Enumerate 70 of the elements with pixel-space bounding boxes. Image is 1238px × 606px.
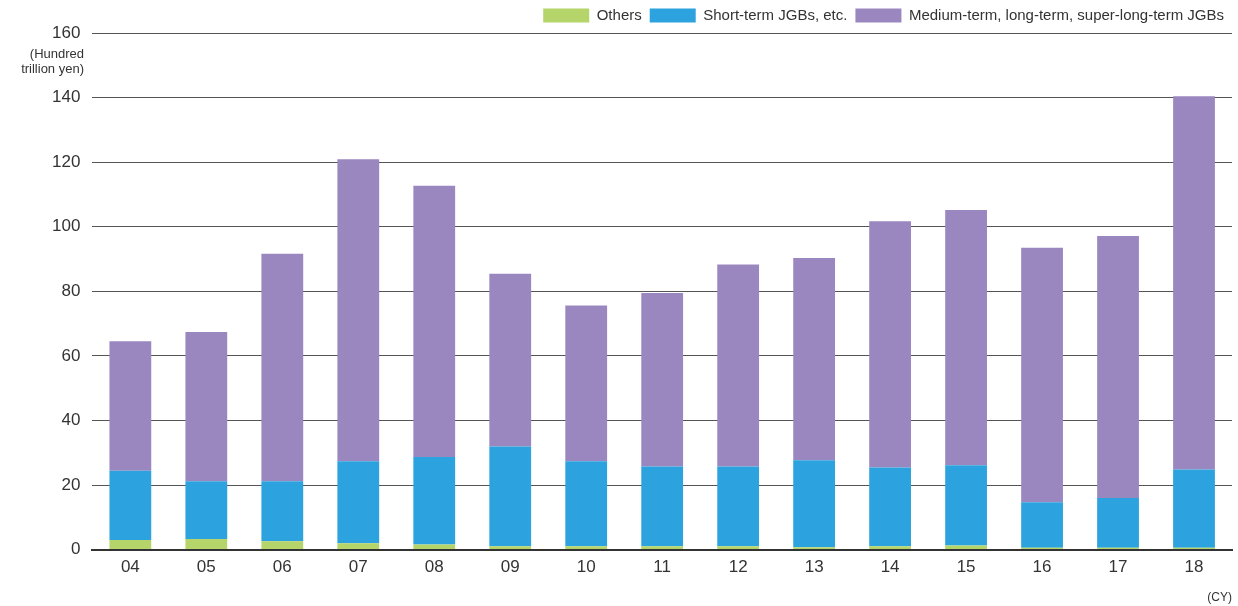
bar [185,538,228,550]
bar [109,470,152,540]
bar [1173,96,1215,470]
x-tick-label: 07 [348,557,368,577]
bar [489,446,532,547]
bar [489,273,532,447]
bar [565,461,608,547]
bar [1021,502,1063,548]
bar [413,185,456,457]
y-tick-label: 60 [61,345,81,365]
x-tick-label: 18 [1184,557,1204,577]
x-tick-label: 08 [424,557,444,577]
bar [945,465,987,546]
y-tick-label: 100 [51,216,81,236]
bar [1173,469,1215,548]
y-tick-label: 20 [61,474,81,494]
x-tick-label: 04 [120,557,140,577]
y-tick-label: 40 [61,410,81,430]
bar [565,546,608,550]
x-tick-label: 09 [500,557,520,577]
bar [945,209,987,466]
bar [337,461,380,544]
bar [869,221,911,468]
bar [717,466,760,547]
bar [1097,497,1139,548]
bar [945,545,987,550]
bar [641,546,684,550]
x-tick-label: 05 [196,557,216,577]
y-tick-label: 0 [70,539,81,559]
bar [185,481,228,539]
bar [261,253,304,482]
bar [261,481,304,542]
y-tick-label: 140 [51,87,81,107]
bar [1097,236,1139,498]
bar [337,543,380,550]
bar [185,331,228,482]
bar [337,159,380,462]
bar [413,456,456,545]
legend-label: Others [596,5,642,23]
bar [261,541,304,550]
legend-label: Medium-term, long-term, super-long-term JGBs [908,5,1225,23]
x-tick-label: 13 [804,557,824,577]
x-tick-label: 16 [1032,557,1052,577]
bar [793,460,836,548]
bar [489,546,532,550]
x-tick-label: 15 [956,557,976,577]
bar [565,305,608,462]
bar [869,467,911,547]
bar [793,258,836,461]
bar [109,341,152,471]
x-axis-title: (CY) [1207,590,1232,604]
legend-label: Short-term JGBs, etc. [703,5,848,23]
y-axis-title: (Hundred trillion yen) [20,46,84,76]
x-tick-label: 06 [272,557,292,577]
bar [1021,247,1063,503]
bar [413,544,456,550]
x-tick-label: 12 [728,557,748,577]
bar [717,264,760,467]
y-tick-label: 120 [51,151,81,171]
x-tick-label: 17 [1108,557,1128,577]
bar [641,292,684,467]
x-tick-label: 14 [880,557,900,577]
x-tick-label: 10 [576,557,596,577]
bar [717,546,760,550]
bar [109,539,152,550]
y-tick-label: 80 [61,280,81,300]
x-tick-label: 11 [653,557,672,577]
bar [869,546,911,550]
bar [641,466,684,547]
y-tick-label: 160 [51,22,81,42]
